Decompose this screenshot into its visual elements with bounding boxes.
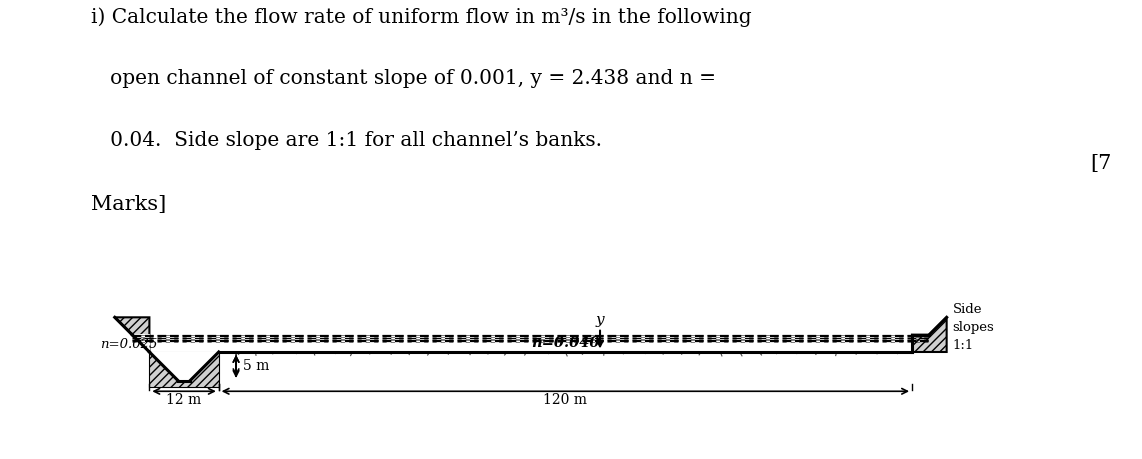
Text: 12 m: 12 m: [167, 393, 202, 407]
Text: i) Calculate the flow rate of uniform flow in m³/s in the following: i) Calculate the flow rate of uniform fl…: [91, 7, 751, 27]
Text: 5 m: 5 m: [243, 359, 270, 374]
Text: Side
slopes
1:1: Side slopes 1:1: [952, 303, 995, 352]
Polygon shape: [219, 335, 912, 352]
Text: 120 m: 120 m: [544, 393, 587, 407]
Polygon shape: [132, 335, 150, 352]
Text: n=0.025: n=0.025: [100, 338, 158, 351]
Text: y: y: [596, 313, 604, 326]
Polygon shape: [912, 317, 947, 352]
Text: n=0.040: n=0.040: [531, 336, 600, 350]
Text: 0.04.  Side slope are 1:1 for all channel’s banks.: 0.04. Side slope are 1:1 for all channel…: [91, 131, 602, 150]
Text: open channel of constant slope of 0.001, y = 2.438 and n =: open channel of constant slope of 0.001,…: [91, 69, 716, 88]
Polygon shape: [150, 352, 219, 381]
Text: Marks]: Marks]: [91, 195, 167, 214]
Polygon shape: [150, 352, 219, 386]
Text: [7: [7: [1091, 154, 1112, 173]
Polygon shape: [114, 317, 150, 352]
